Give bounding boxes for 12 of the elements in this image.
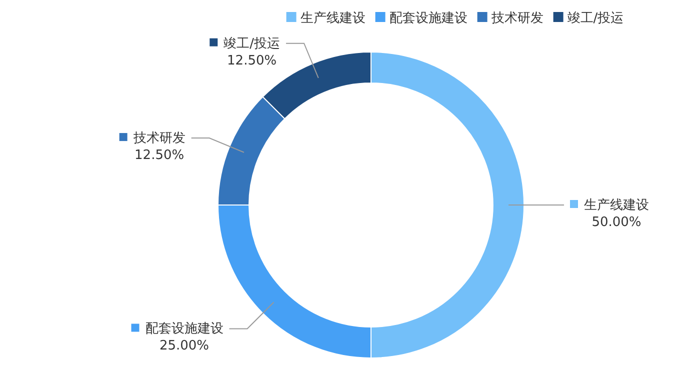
legend-label: 竣工/投运 xyxy=(224,36,280,52)
data-label: 50.00% xyxy=(592,215,642,230)
category-label: 生产线建设 xyxy=(584,198,649,213)
data-label: 25.00% xyxy=(159,338,210,354)
legend-label: 技术研发 xyxy=(132,131,186,146)
legend-label: 生产线建设 xyxy=(300,11,366,26)
legend-label: 配套设施建设 xyxy=(145,322,224,337)
data-label: 12.50% xyxy=(134,148,184,164)
category-label: 竣工/投运 xyxy=(567,11,624,26)
data-label: 12.50% xyxy=(227,53,277,68)
category-label: 配套设施建设 xyxy=(389,11,468,26)
category-label: 技术研发 xyxy=(491,11,544,26)
